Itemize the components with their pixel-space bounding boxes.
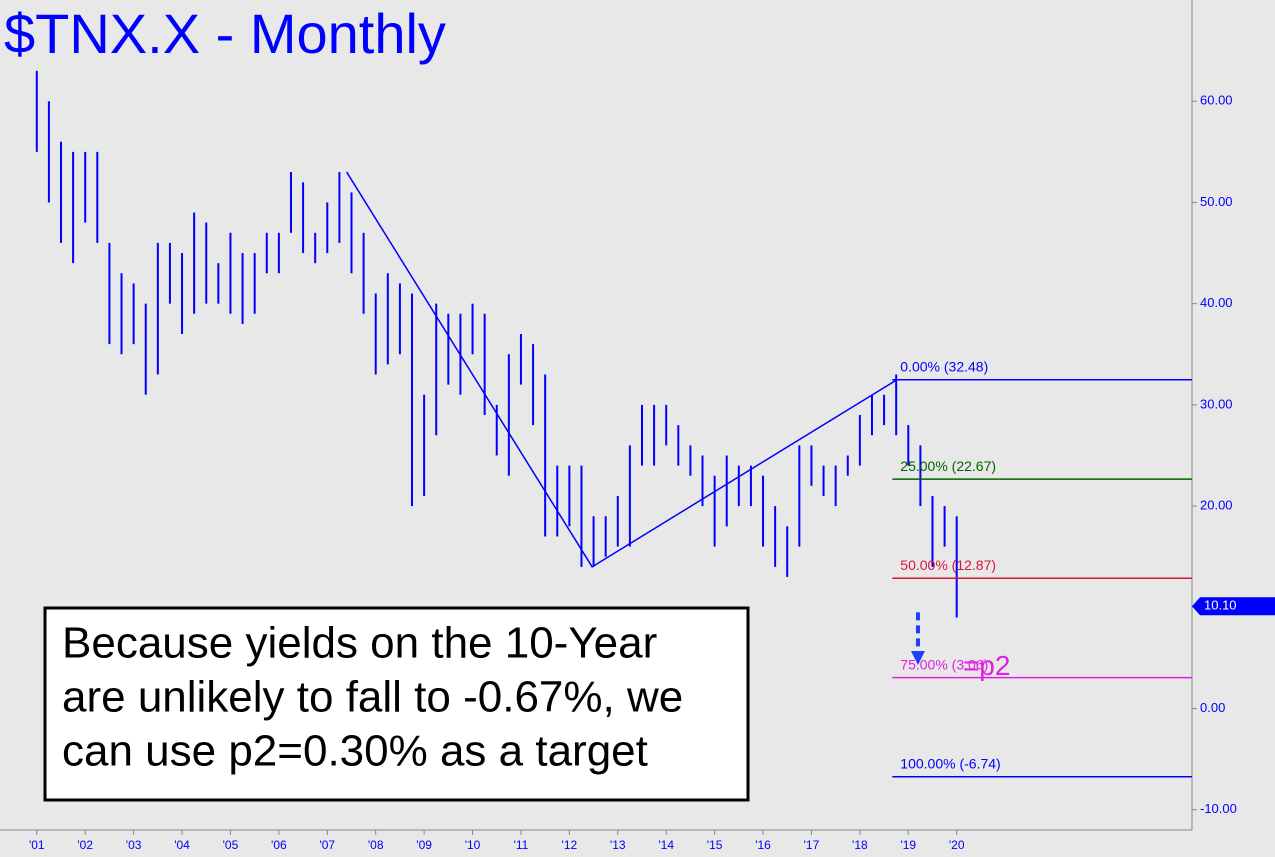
x-tick-label: '08 <box>368 838 384 852</box>
fib-label: 50.00% (12.87) <box>900 557 996 573</box>
y-tick-label: 20.00 <box>1200 498 1233 513</box>
x-tick-label: '02 <box>77 838 93 852</box>
note-text: can use p2=0.30% as a target <box>62 727 648 776</box>
x-tick-label: '18 <box>852 838 868 852</box>
fib-label: 25.00% (22.67) <box>900 458 996 474</box>
x-tick-label: '19 <box>900 838 916 852</box>
x-tick-label: '20 <box>949 838 965 852</box>
y-tick-label: 30.00 <box>1200 396 1233 411</box>
x-tick-label: '10 <box>465 838 481 852</box>
y-tick-label: 50.00 <box>1200 194 1233 209</box>
last-price-marker <box>1192 597 1275 616</box>
x-tick-label: '11 <box>514 838 529 852</box>
x-tick-label: '15 <box>707 838 723 852</box>
chart-title: $TNX.X - Monthly <box>4 2 446 65</box>
note-box <box>43 606 750 802</box>
x-tick-label: '14 <box>658 838 674 852</box>
x-tick-label: '07 <box>319 838 335 852</box>
x-tick-label: '05 <box>223 838 239 852</box>
x-tick-label: '06 <box>271 838 287 852</box>
note-text: are unlikely to fall to -0.67%, we <box>62 673 683 722</box>
y-tick-label: 0.00 <box>1200 700 1225 715</box>
x-tick-label: '03 <box>126 838 142 852</box>
x-tick-label: '01 <box>29 838 45 852</box>
y-tick-label: 60.00 <box>1200 93 1233 108</box>
fib-label: 100.00% (-6.74) <box>900 755 1000 771</box>
x-tick-label: '17 <box>804 838 820 852</box>
note-text: Because yields on the 10-Year <box>62 619 657 668</box>
fib-label: 0.00% (32.48) <box>900 358 988 374</box>
x-tick-label: '16 <box>755 838 771 852</box>
fib-label: 75.00% (3.06) <box>900 656 988 672</box>
target-label: =p2 <box>963 650 1011 681</box>
x-tick-label: '04 <box>174 838 190 852</box>
trendline <box>346 171 898 568</box>
y-tick-label: 40.00 <box>1200 295 1233 310</box>
x-tick-label: '09 <box>416 838 432 852</box>
y-tick-label: -10.00 <box>1200 801 1237 816</box>
target-arrowhead <box>910 650 925 665</box>
last-price-label: 10.10 <box>1204 598 1237 613</box>
x-tick-label: '13 <box>610 838 626 852</box>
x-tick-label: '12 <box>562 838 578 852</box>
